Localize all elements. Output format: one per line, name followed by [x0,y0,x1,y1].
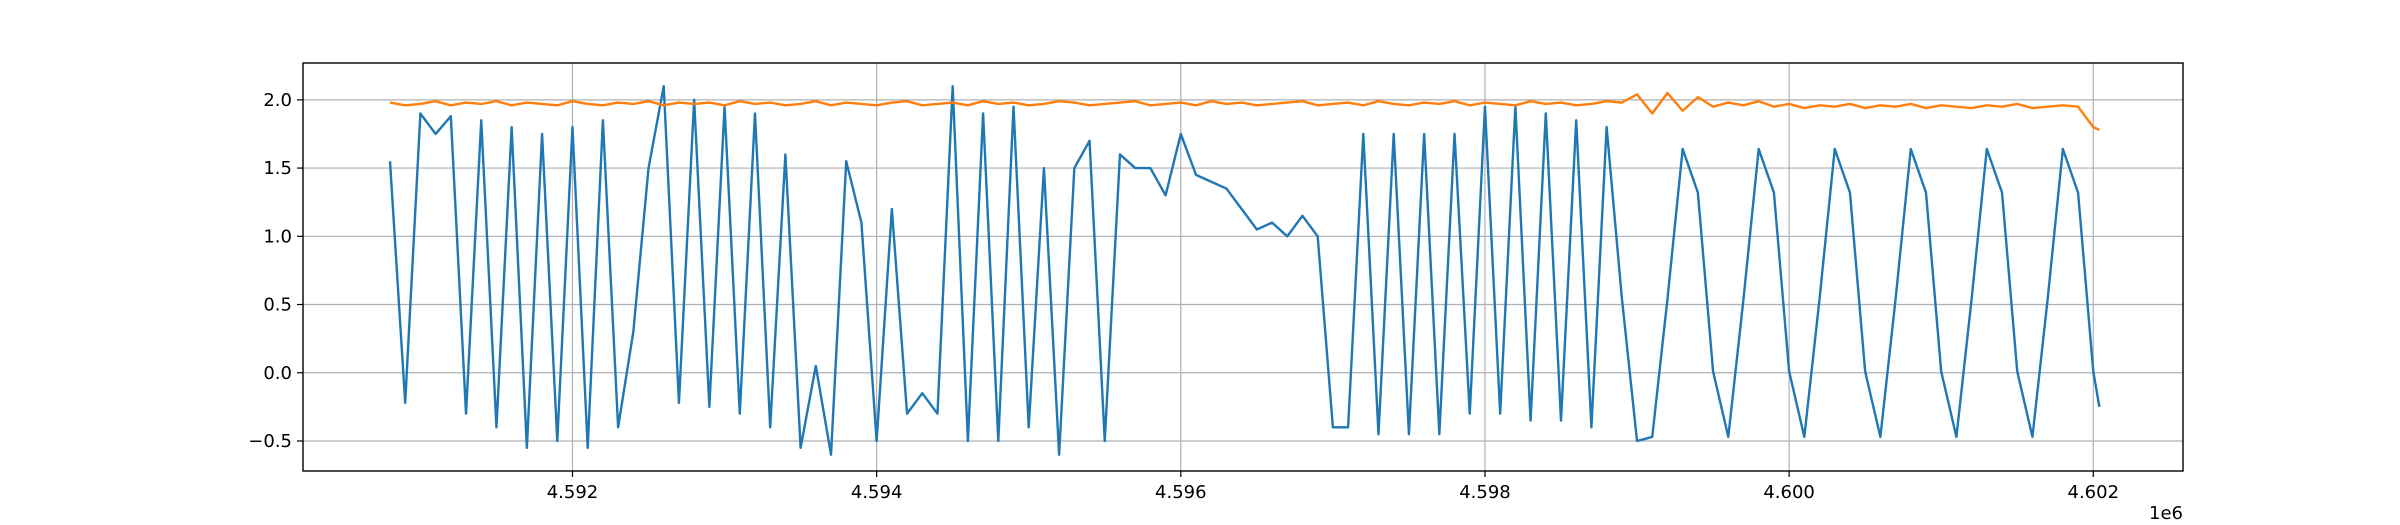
y-tick-label: −0.5 [248,431,292,452]
y-tick-label: 2.0 [263,90,292,111]
lines [388,85,2101,456]
x-tick-label: 4.600 [1763,482,1815,503]
x-tick-label: 4.596 [1155,482,1207,503]
series-line [389,91,2100,131]
y-tick-label: 0.0 [263,363,292,384]
x-tick-label: 4.594 [851,482,903,503]
y-tick-label: 1.0 [263,226,292,247]
x-tick-label: 4.598 [1459,482,1511,503]
axes-frame [302,62,2184,472]
series-line [388,85,2101,456]
x-tick-label: 4.602 [2068,482,2120,503]
y-tick-label: 1.5 [263,158,292,179]
x-tick-label: 4.592 [547,482,599,503]
x-offset-label: 1e6 [2149,503,2183,524]
ticks: −0.5 0.0 0.5 1.0 1.5 2.0 4.592 4.594 4.596 4.598 4… [248,90,2119,503]
y-tick-label: 0.5 [263,295,292,316]
